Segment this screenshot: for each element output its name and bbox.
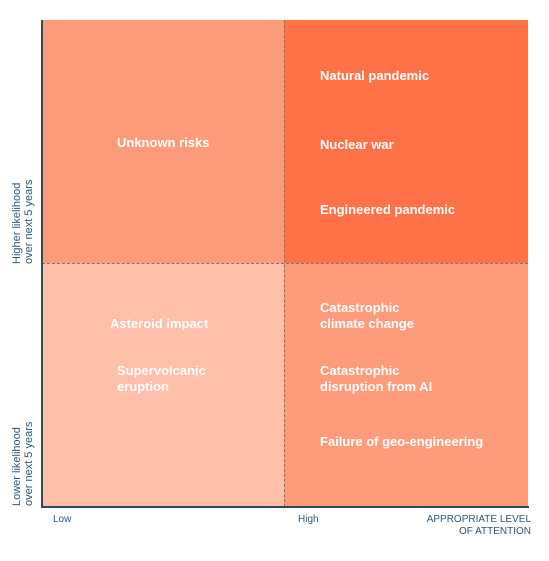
- risk-label-nuclear-war: Nuclear war: [320, 137, 394, 152]
- horizontal-divider: [42, 263, 528, 264]
- risk-label-ai-disruption: Catastrophic disruption from AI: [320, 363, 433, 394]
- risk-label-natural-pandemic: Natural pandemic: [320, 68, 430, 83]
- x-axis-low-label: Low: [53, 514, 72, 525]
- quadrant-bottom-right: [284, 263, 528, 507]
- y-axis-line: [41, 20, 43, 508]
- risk-label-engineered-pandemic: Engineered pandemic: [320, 202, 456, 217]
- quadrant-bottom-left: [42, 263, 284, 507]
- quadrant-top-right: [284, 20, 528, 263]
- x-axis-high-label: High: [298, 514, 319, 525]
- risk-label-supervolcanic-eruption: Supervolcanic eruption: [117, 363, 206, 394]
- risk-label-unknown-risks: Unknown risks: [117, 135, 210, 150]
- y-axis-high-label: Higher likelihood over next 5 years: [11, 179, 35, 264]
- y-axis-low-label: Lower likelihood over next 5 years: [11, 421, 35, 506]
- quadrant-top-left: [42, 20, 284, 263]
- x-axis-title: APPROPRIATE LEVEL OF ATTENTION: [426, 514, 531, 537]
- vertical-divider: [284, 20, 285, 507]
- risk-label-geo-engineering: Failure of geo-engineering: [320, 434, 484, 449]
- risk-matrix: Unknown risks Natural pandemic Nuclear w…: [42, 20, 528, 507]
- x-axis-line: [41, 506, 529, 508]
- risk-label-asteroid-impact: Asteroid impact: [110, 316, 209, 331]
- risk-label-climate-change: Catastrophic climate change: [320, 300, 414, 331]
